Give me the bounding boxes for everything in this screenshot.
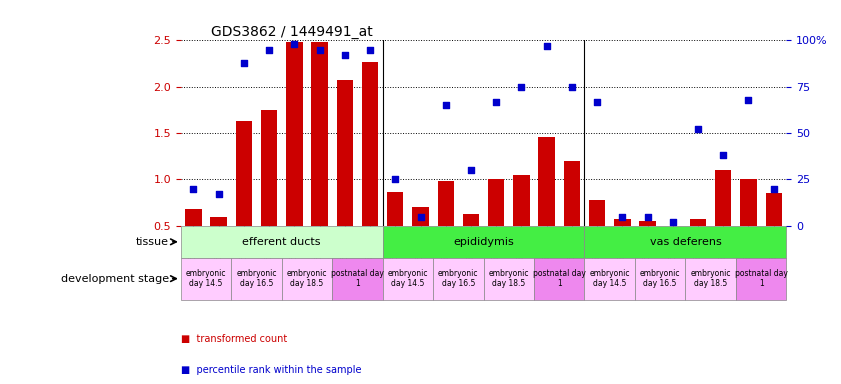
Bar: [584, 258, 635, 300]
Text: tissue: tissue: [135, 237, 169, 247]
Point: [212, 191, 225, 197]
Text: GDS3862 / 1449491_at: GDS3862 / 1449491_at: [211, 25, 373, 39]
Bar: [538, 137, 555, 226]
Bar: [534, 258, 584, 300]
Bar: [185, 209, 202, 226]
Bar: [488, 179, 505, 226]
Text: ■  transformed count: ■ transformed count: [181, 334, 287, 344]
Bar: [690, 219, 706, 226]
Text: postnatal day
1: postnatal day 1: [533, 269, 585, 288]
Point: [439, 102, 452, 108]
Text: development stage: development stage: [61, 274, 169, 284]
Text: postnatal day
1: postnatal day 1: [331, 269, 383, 288]
Point: [414, 214, 427, 220]
Point: [590, 98, 604, 104]
Text: embryonic
day 16.5: embryonic day 16.5: [640, 269, 680, 288]
Text: embryonic
day 16.5: embryonic day 16.5: [236, 269, 277, 288]
Point: [288, 41, 301, 47]
Point: [641, 214, 654, 220]
Text: embryonic
day 14.5: embryonic day 14.5: [186, 269, 226, 288]
Bar: [387, 192, 404, 226]
Text: embryonic
day 16.5: embryonic day 16.5: [438, 269, 479, 288]
Text: embryonic
day 18.5: embryonic day 18.5: [690, 269, 731, 288]
Bar: [589, 200, 606, 226]
Point: [363, 46, 377, 53]
Point: [262, 46, 276, 53]
Bar: [231, 258, 282, 300]
Point: [237, 60, 251, 66]
Text: ■  percentile rank within the sample: ■ percentile rank within the sample: [181, 365, 362, 375]
Text: embryonic
day 18.5: embryonic day 18.5: [287, 269, 327, 288]
Bar: [484, 258, 534, 300]
Bar: [513, 175, 530, 226]
Text: vas deferens: vas deferens: [649, 237, 722, 247]
Bar: [736, 258, 786, 300]
Bar: [740, 179, 757, 226]
Bar: [336, 80, 353, 226]
Point: [515, 84, 528, 90]
Bar: [765, 194, 782, 226]
Bar: [261, 110, 278, 226]
Point: [666, 219, 680, 225]
Bar: [635, 258, 685, 300]
Bar: [286, 42, 303, 226]
Text: epididymis: epididymis: [453, 237, 514, 247]
Bar: [383, 258, 433, 300]
Bar: [639, 221, 656, 226]
Point: [742, 97, 755, 103]
Bar: [412, 207, 429, 226]
Point: [540, 43, 553, 49]
Bar: [715, 170, 732, 226]
Bar: [437, 181, 454, 226]
Bar: [563, 161, 580, 226]
Bar: [181, 226, 383, 258]
Point: [489, 98, 503, 104]
Point: [187, 186, 200, 192]
Text: postnatal day
1: postnatal day 1: [735, 269, 787, 288]
Bar: [332, 258, 383, 300]
Point: [767, 186, 780, 192]
Point: [616, 214, 629, 220]
Point: [565, 84, 579, 90]
Text: embryonic
day 14.5: embryonic day 14.5: [590, 269, 630, 288]
Bar: [210, 217, 227, 226]
Point: [338, 52, 352, 58]
Bar: [311, 42, 328, 226]
Bar: [584, 226, 786, 258]
Text: embryonic
day 18.5: embryonic day 18.5: [489, 269, 529, 288]
Point: [717, 152, 730, 159]
Text: embryonic
day 14.5: embryonic day 14.5: [388, 269, 428, 288]
Bar: [463, 214, 479, 226]
Bar: [685, 258, 736, 300]
Point: [464, 167, 478, 173]
Bar: [614, 219, 631, 226]
Bar: [181, 258, 231, 300]
Bar: [383, 226, 584, 258]
Bar: [433, 258, 484, 300]
Point: [389, 176, 402, 182]
Bar: [235, 121, 252, 226]
Point: [313, 46, 326, 53]
Point: [691, 126, 705, 132]
Text: efferent ducts: efferent ducts: [242, 237, 321, 247]
Bar: [282, 258, 332, 300]
Bar: [362, 62, 378, 226]
